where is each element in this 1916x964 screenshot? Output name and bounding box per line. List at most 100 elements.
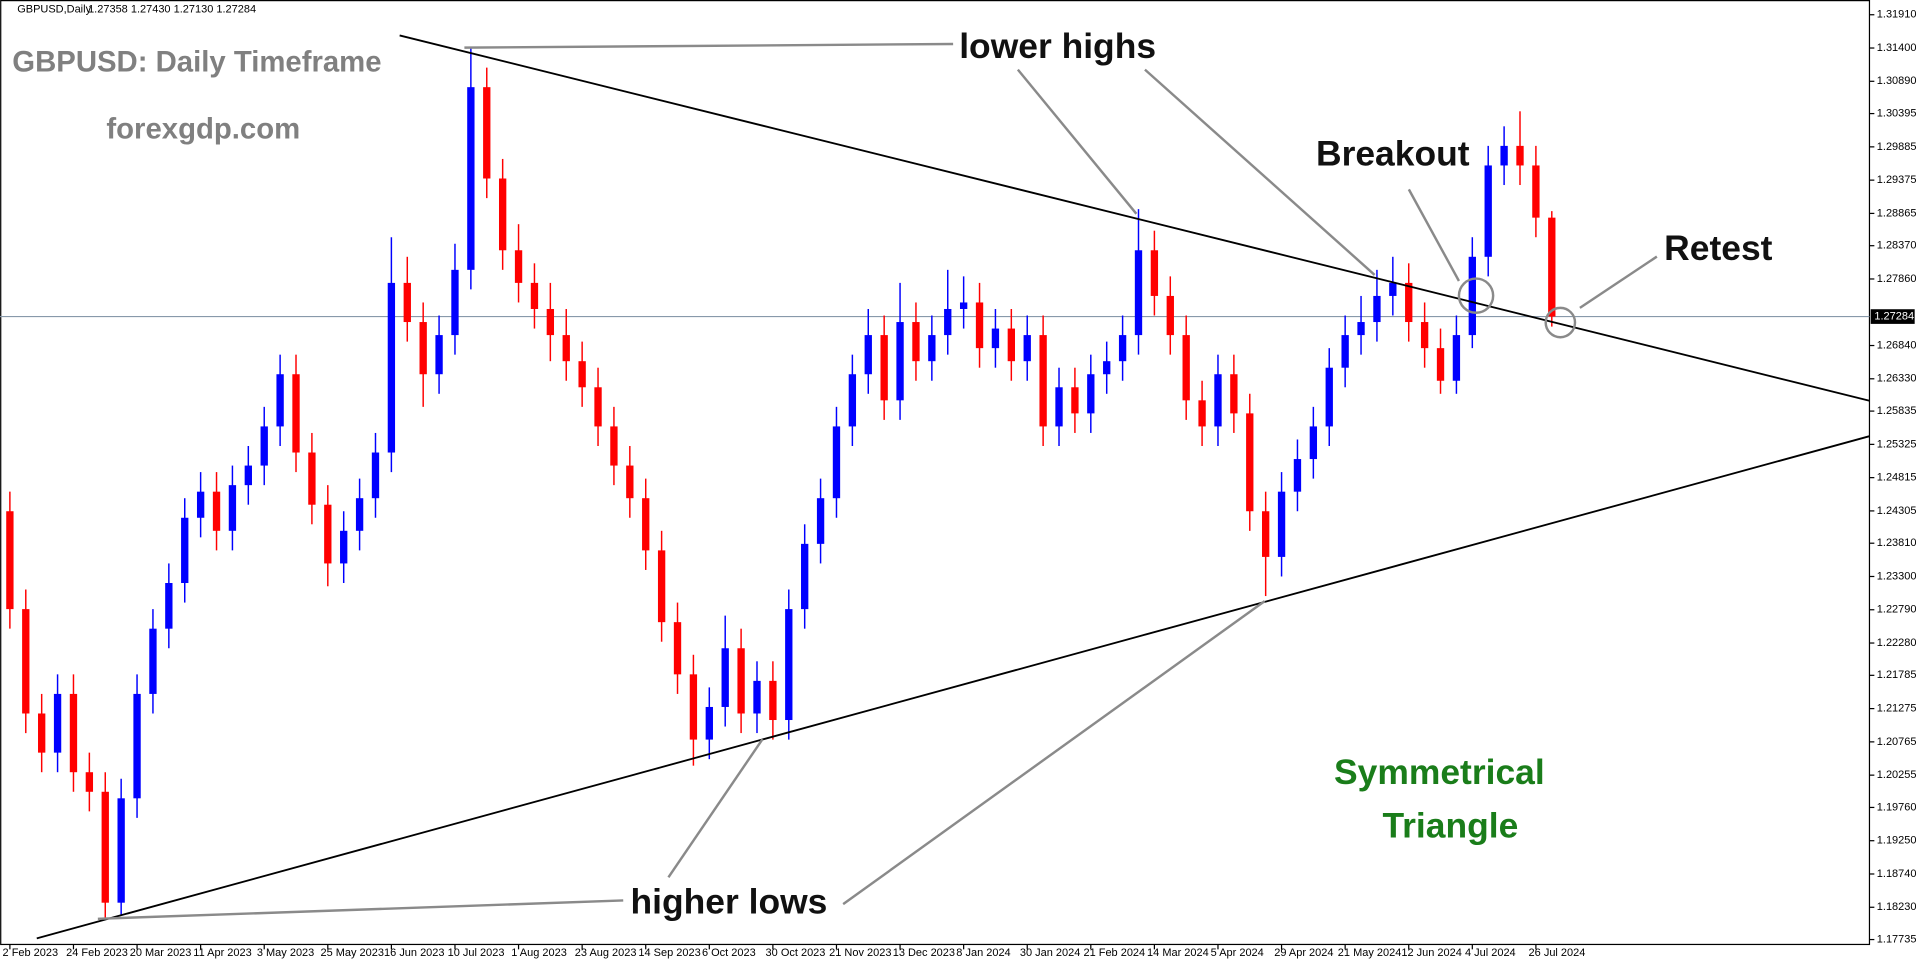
candle-body: [1262, 511, 1270, 557]
y-tick-label: 1.31400: [1877, 42, 1916, 54]
candle-body: [896, 322, 904, 401]
symbol: GBPUSD,Daily: [17, 4, 91, 16]
x-tick-label: 29 Apr 2024: [1274, 947, 1333, 959]
candle-body: [467, 87, 475, 270]
candle-body: [451, 269, 459, 336]
annotation: lower highs: [959, 26, 1156, 66]
y-tick-label: 1.31910: [1877, 9, 1916, 21]
candle-body: [22, 609, 30, 714]
candle-body: [1214, 374, 1222, 427]
x-tick-label: 11 Apr 2023: [193, 947, 251, 959]
y-tick-label: 1.17735: [1877, 933, 1916, 945]
x-tick-label: 8 Jan 2024: [956, 947, 1010, 959]
candle-body: [483, 87, 491, 179]
pointer: [1579, 255, 1658, 309]
lower-trendline: [36, 435, 1870, 940]
y-tick-label: 1.23300: [1877, 570, 1916, 582]
x-tick-label: 21 Nov 2023: [829, 947, 891, 959]
y-tick-label: 1.20765: [1877, 736, 1916, 748]
candle-body: [260, 426, 268, 466]
candle-body: [1389, 282, 1397, 296]
breakout-circle: [1457, 277, 1495, 315]
candle-body: [1103, 361, 1111, 375]
candle-body: [1532, 165, 1540, 218]
candle-body: [165, 583, 173, 629]
y-tick-label: 1.30890: [1877, 75, 1916, 87]
candle-body: [626, 465, 634, 499]
candle-body: [1420, 322, 1429, 349]
candle-body: [1087, 374, 1095, 414]
x-tick-label: 2 Feb 2023: [3, 947, 59, 959]
candle-body: [85, 772, 94, 792]
candle-body: [1198, 400, 1206, 427]
candle-body: [594, 387, 602, 427]
current-price-box: [1870, 309, 1915, 324]
current-price-label: 1.27284: [1874, 310, 1914, 322]
y-tick-label: 1.28370: [1877, 240, 1916, 252]
pointer: [842, 600, 1266, 906]
pointer: [667, 738, 764, 878]
y-tick-label: 1.19760: [1877, 801, 1916, 813]
y-tick-label: 1.24815: [1877, 472, 1916, 484]
candle-body: [705, 706, 713, 740]
x-tick-label: 21 May 2024: [1338, 947, 1402, 959]
candle-body: [196, 491, 205, 518]
y-tick-label: 1.21785: [1877, 669, 1916, 681]
candle-body: [1548, 217, 1556, 317]
candle-body: [1500, 145, 1508, 166]
axes: 1.17735 1.18230 1.18740 1.19250 1.19760 1.202…: [0, 9, 1916, 959]
candle-body: [1246, 413, 1254, 512]
chart-title: GBPUSD: Daily Timeframe: [12, 45, 381, 78]
y-tick-label: 1.22790: [1877, 604, 1916, 616]
pattern-label: Triangle: [1382, 806, 1518, 846]
candle-body: [928, 335, 936, 362]
candle-body: [133, 693, 141, 799]
candle-body: [1293, 459, 1302, 492]
candle-body: [1325, 367, 1333, 427]
x-tick-label: 5 Apr 2024: [1211, 947, 1264, 959]
candle-body: [1007, 328, 1015, 362]
candle-body: [1023, 335, 1031, 362]
y-tick-label: 1.26840: [1877, 339, 1916, 351]
candle-body: [1452, 335, 1461, 381]
candle-body: [1071, 387, 1079, 414]
retest-circle: [1544, 306, 1577, 339]
candle-body: [848, 374, 857, 427]
candle-body: [403, 282, 411, 323]
candle-body: [244, 465, 252, 486]
annotation: Retest: [1664, 228, 1772, 268]
candle-body: [530, 282, 539, 309]
candle-body: [1277, 491, 1286, 557]
candle-body: [959, 302, 968, 309]
y-tick-label: 1.23810: [1877, 537, 1916, 549]
candle-body: [292, 374, 300, 453]
candle-body: [514, 250, 523, 283]
candle-body: [149, 628, 157, 694]
candle-body: [912, 322, 920, 362]
candle-body: [1484, 165, 1492, 257]
candle-body: [801, 543, 809, 610]
pointer: [1016, 68, 1138, 215]
x-tick-label: 10 Jul 2023: [448, 947, 505, 959]
candle-body: [673, 622, 682, 675]
candle-body: [1134, 250, 1143, 336]
y-tick-label: 1.20255: [1877, 769, 1916, 781]
candle-body: [737, 648, 745, 714]
candle-body: [1341, 335, 1349, 368]
candle-body: [371, 452, 380, 499]
candle-body: [117, 798, 125, 903]
candle-body: [1230, 374, 1238, 414]
candle-body: [1309, 426, 1318, 460]
x-tick-label: 3 May 2023: [257, 947, 314, 959]
pointer: [464, 42, 954, 49]
candle-body: [578, 361, 586, 388]
candle-body: [1055, 387, 1063, 427]
candle-body: [1373, 295, 1381, 323]
candle-body: [1405, 282, 1413, 323]
x-tick-label: 14 Mar 2024: [1147, 947, 1209, 959]
x-tick-label: 21 Feb 2024: [1083, 947, 1145, 959]
y-tick-label: 1.29375: [1877, 174, 1916, 186]
candle-body: [1166, 295, 1174, 336]
